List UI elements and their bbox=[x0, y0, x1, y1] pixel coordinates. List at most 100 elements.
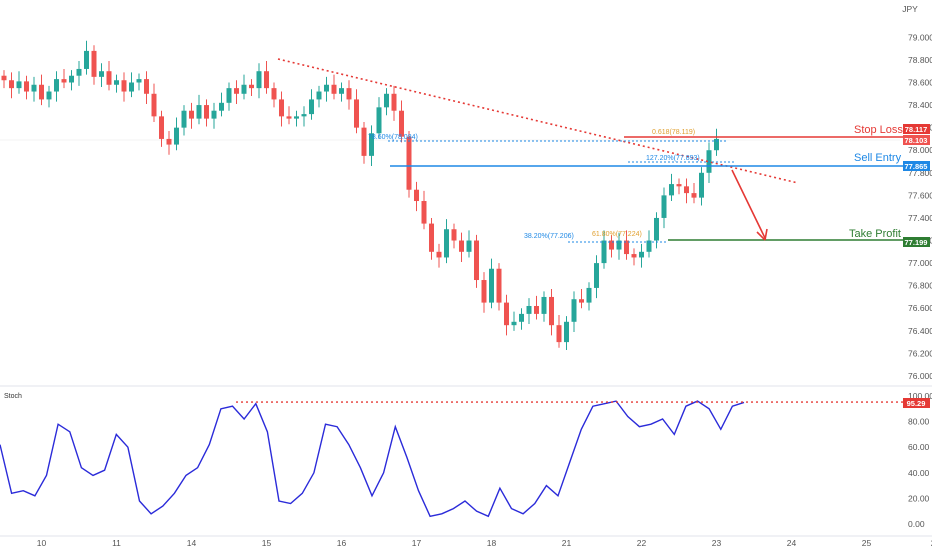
fib-618-label: 0.618(78.119) bbox=[652, 129, 695, 136]
take-profit-label: Take Profit bbox=[849, 228, 901, 240]
candle-body bbox=[249, 84, 254, 89]
price-tick-label: 76.000 bbox=[908, 371, 932, 381]
candle-body bbox=[76, 68, 82, 76]
time-tick-label: 16 bbox=[337, 538, 347, 548]
fib-1272-label: 127.20%(77.893) bbox=[646, 155, 700, 162]
candle-body bbox=[699, 172, 704, 198]
candle-body bbox=[684, 186, 689, 194]
target-arrow-head bbox=[756, 228, 768, 241]
stochastic-pane[interactable] bbox=[0, 400, 903, 518]
fib-786-label: 78.60%(78.084) bbox=[368, 134, 418, 141]
stochastic-label: Stoch bbox=[4, 393, 22, 400]
price-tick-label: 76.800 bbox=[908, 281, 932, 291]
price-tick-label: 78.000 bbox=[908, 145, 932, 155]
candle-body bbox=[391, 93, 397, 111]
symbol-label: JPY bbox=[902, 4, 918, 14]
candle-body bbox=[534, 305, 539, 314]
candle-body bbox=[84, 50, 89, 69]
time-tick-label: 17 bbox=[412, 538, 422, 548]
candle-body bbox=[526, 305, 532, 314]
time-tick-label: 11 bbox=[112, 538, 121, 548]
candle-body bbox=[189, 110, 194, 119]
candle-body bbox=[69, 75, 74, 83]
candle-body bbox=[579, 299, 584, 303]
candle-body bbox=[211, 110, 217, 119]
take-profit-tag-bg bbox=[903, 237, 930, 247]
candle-body bbox=[511, 321, 517, 326]
stochastic-tick-label: 0.00 bbox=[908, 519, 925, 529]
candle-body bbox=[376, 107, 382, 134]
stochastic-line[interactable] bbox=[0, 400, 745, 518]
candle-body bbox=[571, 299, 577, 322]
candle-body bbox=[159, 116, 164, 139]
candle-body bbox=[661, 195, 667, 218]
candle-body bbox=[331, 84, 337, 94]
candle-body bbox=[99, 71, 104, 77]
time-tick-label: 10 bbox=[37, 538, 47, 548]
candle-body bbox=[129, 82, 134, 92]
time-tick-label: 24 bbox=[787, 538, 797, 548]
candle-body bbox=[459, 240, 464, 252]
stochastic-value-tag-bg bbox=[903, 398, 930, 408]
trendline[interactable] bbox=[277, 58, 799, 184]
candle-body bbox=[676, 184, 682, 187]
candle-body bbox=[519, 313, 524, 322]
candle-body bbox=[429, 223, 434, 252]
stochastic-value-tag: 95.29 bbox=[907, 399, 926, 408]
candle-body bbox=[39, 84, 44, 100]
candle-body bbox=[549, 296, 554, 326]
candle-body bbox=[54, 79, 59, 92]
candle-body bbox=[309, 99, 314, 115]
current-price-tag-bg bbox=[903, 135, 930, 145]
candle-body bbox=[654, 217, 659, 241]
price-tick-label: 77.600 bbox=[908, 190, 932, 200]
candle-body bbox=[61, 79, 67, 83]
candle-body bbox=[16, 81, 22, 89]
price-axis: 79.00078.80078.60078.40078.20078.00077.8… bbox=[908, 32, 932, 381]
price-tick-label: 76.400 bbox=[908, 326, 932, 336]
candle-body bbox=[24, 81, 29, 92]
candle-body bbox=[316, 91, 322, 100]
candle-body bbox=[504, 302, 509, 326]
candle-body bbox=[496, 268, 502, 303]
price-pane[interactable] bbox=[0, 40, 932, 537]
stochastic-tick-label: 40.00 bbox=[908, 468, 930, 478]
target-arrow[interactable] bbox=[731, 169, 766, 239]
candle-body bbox=[294, 116, 299, 119]
candle-body bbox=[451, 229, 457, 241]
time-tick-label: 23 bbox=[712, 538, 722, 548]
candle-body bbox=[106, 71, 112, 85]
candle-body bbox=[406, 136, 412, 190]
candle-body bbox=[121, 80, 127, 92]
candle-body bbox=[301, 114, 307, 117]
candle-body bbox=[556, 325, 562, 343]
stop-loss-tag-bg bbox=[903, 124, 930, 134]
current-price-tag: 78.103 bbox=[905, 136, 928, 145]
price-tick-label: 78.800 bbox=[908, 55, 932, 65]
candle-body bbox=[264, 71, 269, 89]
fib-618b-label: 61.80%(77.224) bbox=[592, 231, 642, 238]
time-tick-label: 14 bbox=[187, 538, 197, 548]
candle-body bbox=[204, 105, 209, 119]
candle-body bbox=[181, 110, 187, 128]
candle-body bbox=[691, 193, 697, 198]
price-tick-label: 77.400 bbox=[908, 213, 932, 223]
candle-body bbox=[624, 240, 629, 255]
candle-body bbox=[541, 296, 547, 314]
candle-body bbox=[609, 240, 614, 250]
candle-body bbox=[594, 263, 599, 288]
candle-body bbox=[669, 184, 674, 196]
sell-entry-tag: 77.865 bbox=[905, 162, 928, 171]
stop-loss-tag: 78.117 bbox=[905, 125, 928, 134]
price-tick-label: 76.200 bbox=[908, 348, 932, 358]
candle-body bbox=[286, 116, 292, 119]
candle-body bbox=[271, 88, 277, 100]
time-tick-label: 25 bbox=[862, 538, 872, 548]
fib-382-label: 38.20%(77.206) bbox=[524, 233, 574, 240]
take-profit-tag: 77.199 bbox=[905, 238, 928, 247]
candle-body bbox=[481, 280, 487, 303]
sell-entry-label: Sell Entry bbox=[854, 152, 902, 164]
candle-body bbox=[586, 287, 592, 303]
candle-body bbox=[9, 80, 14, 89]
